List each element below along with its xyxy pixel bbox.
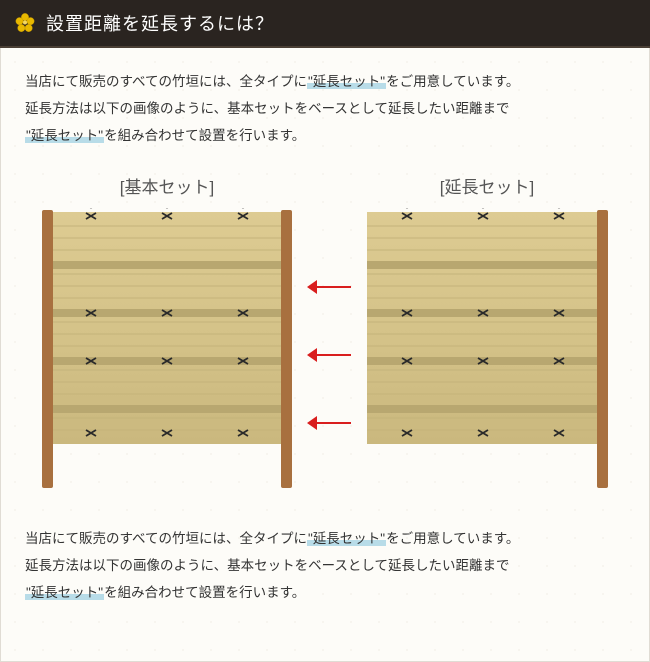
- basic-label: [基本セット]: [41, 173, 293, 198]
- txt: 延長方法は以下の画像のように、基本セットをベースとして延長したい距離まで: [25, 101, 510, 116]
- header-title: 設置距離を延長するには？: [46, 10, 274, 36]
- arrow-icon: [307, 279, 351, 295]
- txt: を組み合わせて設置を行います。: [104, 585, 305, 600]
- txt: 当店にて販売のすべての竹垣には、全タイプに: [25, 74, 307, 89]
- ext-label: [延長セット]: [365, 173, 609, 198]
- ext-set-block: [延長セット]: [365, 173, 609, 495]
- txt: 延長方法は以下の画像のように、基本セットをベースとして延長したい距離まで: [25, 558, 510, 573]
- ext-fence: [365, 208, 609, 490]
- txt: をご用意しています。: [386, 531, 519, 546]
- highlight: "延長セット": [307, 531, 386, 546]
- section-header: 設置距離を延長するには？: [0, 0, 650, 48]
- basic-set-block: [基本セット]: [41, 173, 293, 495]
- content-area: 当店にて販売のすべての竹垣には、全タイプに"延長セット"をご用意しています。 延…: [0, 48, 650, 662]
- flower-icon: [14, 12, 36, 34]
- txt: を組み合わせて設置を行います。: [104, 128, 305, 143]
- arrow-icon: [307, 347, 351, 363]
- arrow-icon: [307, 415, 351, 431]
- highlight: "延長セット": [25, 585, 104, 600]
- basic-fence: [41, 208, 293, 490]
- arrows: [307, 237, 351, 431]
- txt: をご用意しています。: [386, 74, 519, 89]
- diagram: [基本セット]: [25, 173, 625, 495]
- description-bottom: 当店にて販売のすべての竹垣には、全タイプに"延長セット"をご用意しています。 延…: [25, 525, 625, 606]
- txt: 当店にて販売のすべての竹垣には、全タイプに: [25, 531, 307, 546]
- description-top: 当店にて販売のすべての竹垣には、全タイプに"延長セット"をご用意しています。 延…: [25, 68, 625, 149]
- highlight: "延長セット": [25, 128, 104, 143]
- highlight: "延長セット": [307, 74, 386, 89]
